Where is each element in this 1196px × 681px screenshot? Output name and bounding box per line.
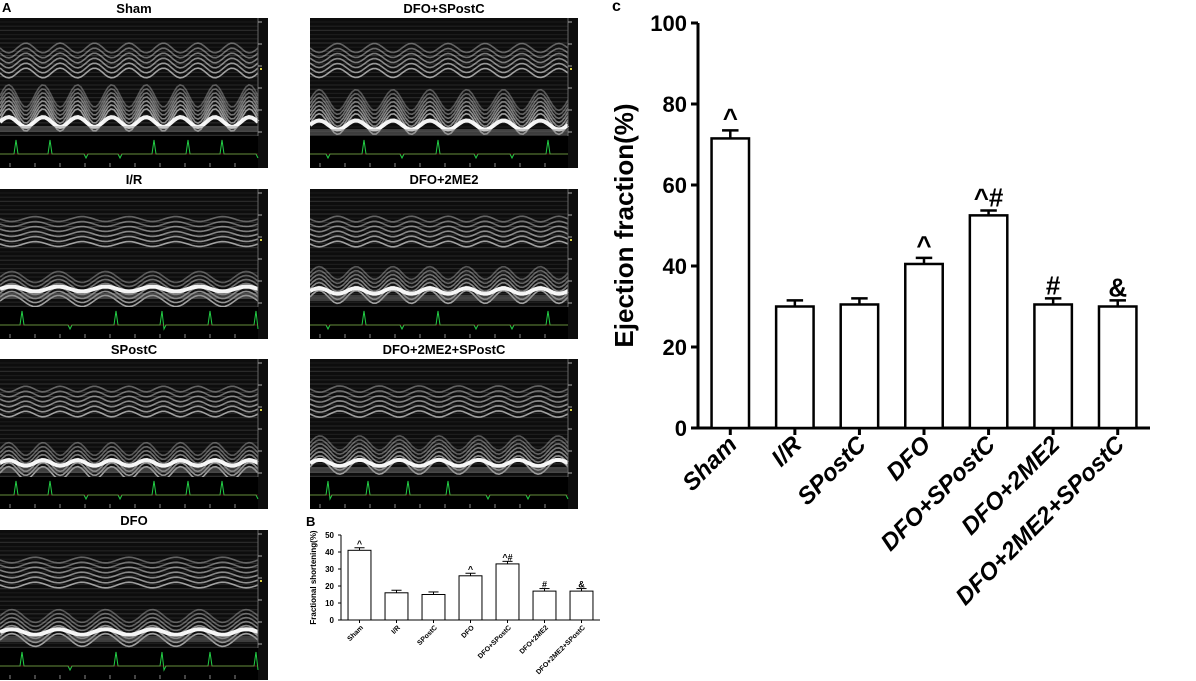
echo-image-dfo-2me2: [310, 189, 578, 339]
significance-marker: ^: [723, 102, 738, 132]
x-tick-label: DFO+SPostC: [876, 431, 1002, 557]
bar-dfo: [904, 262, 944, 430]
echo-mmode-trace: [0, 189, 262, 339]
panel-label-a: A: [2, 0, 12, 15]
y-tick-label: 100: [650, 11, 687, 36]
x-tick-label: I/R: [391, 624, 402, 635]
y-tick-label: 80: [663, 92, 687, 117]
x-tick-label: I/R: [766, 431, 807, 472]
y-tick-label: 30: [325, 565, 334, 574]
echo-image-dfo-2me2-spostc: [310, 359, 578, 509]
bar-dfo-spostc: [968, 214, 1009, 430]
y-tick-label: 20: [325, 582, 334, 591]
echo-title-sham: Sham: [116, 1, 152, 16]
y-tick-label: 0: [330, 616, 335, 625]
significance-marker: ^: [468, 564, 474, 574]
echo-title-dfo-2me2: DFO+2ME2: [409, 172, 479, 187]
significance-marker: #: [1046, 270, 1061, 300]
echo-mmode-trace: [0, 18, 262, 168]
x-tick-label: Sham: [677, 431, 742, 496]
echo-mmode-trace: [310, 189, 572, 339]
y-tick-label: 50: [325, 531, 334, 540]
x-tick-label: DFO: [881, 431, 936, 486]
echo-title-ir: I/R: [125, 172, 143, 187]
significance-marker: ^: [916, 230, 931, 260]
y-axis-label: Ejection fraction(%): [609, 103, 639, 347]
bar-dfo-2me2: [1033, 303, 1074, 430]
bar-dfo-2me2-spostc: [1097, 305, 1138, 430]
bar-i-r: [774, 305, 815, 430]
y-axis-label: Fractional shortening(%): [309, 530, 318, 625]
echo-title-dfo-2me2-spostc: DFO+2ME2+SPostC: [382, 342, 506, 357]
echo-title-dfo-spostc: DFO+SPostC: [403, 1, 485, 16]
echo-mmode-trace: [310, 359, 572, 509]
panel-label-b: B: [306, 514, 316, 529]
significance-marker: ^#: [502, 552, 512, 562]
echo-title-dfo: DFO: [120, 513, 148, 528]
echo-image-spostc: [0, 359, 268, 509]
significance-marker: #: [542, 580, 547, 590]
bar-sham: [710, 137, 751, 430]
echo-image-sham: [0, 18, 268, 168]
y-tick-label: 60: [663, 173, 687, 198]
y-tick-label: 10: [325, 599, 334, 608]
significance-marker: &: [578, 580, 585, 590]
y-tick-label: 40: [663, 254, 687, 279]
echo-mmode-trace: [0, 359, 262, 509]
y-tick-label: 20: [663, 335, 687, 360]
significance-marker: &: [1108, 272, 1127, 302]
significance-marker: ^#: [974, 183, 1004, 213]
echo-image-dfo-spostc: [310, 18, 578, 168]
significance-marker: ^: [357, 539, 363, 549]
echo-image-ir: [0, 189, 268, 339]
y-tick-label: 40: [325, 548, 334, 557]
y-tick-label: 0: [675, 416, 687, 441]
echo-image-dfo: [0, 530, 268, 680]
echo-title-spostc: SPostC: [110, 342, 158, 357]
echo-mmode-trace: [0, 530, 262, 680]
x-tick-label: SPostC: [792, 431, 872, 511]
echo-mmode-trace: [310, 18, 572, 168]
panel-label-c: c: [612, 0, 621, 15]
bar-spostc: [839, 303, 880, 430]
